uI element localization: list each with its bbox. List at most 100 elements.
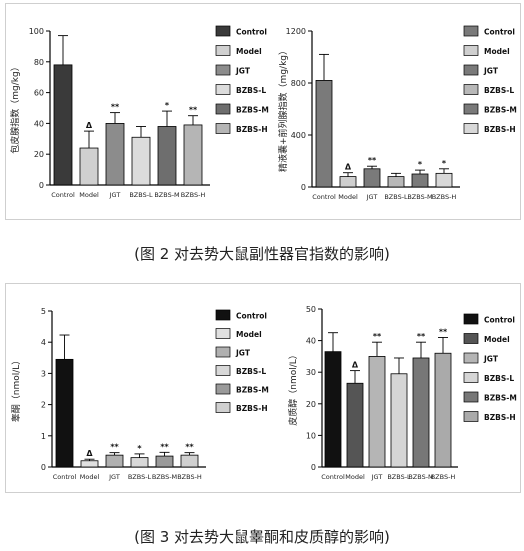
y-tick-label: 80 [34, 58, 44, 67]
legend-swatch [463, 391, 479, 403]
legend-swatch [463, 372, 479, 383]
legend-swatch [463, 103, 479, 115]
fig3-panel: 0 1 2 3 4 5 睾酮（nmol/L） Control Δ Model ** JGT * BZBS-… [5, 283, 521, 493]
significance-mark: ** [160, 442, 169, 451]
legend-label: BZBS-L [484, 374, 514, 383]
legend-label: BZBS-H [236, 404, 268, 413]
significance-mark: ** [373, 332, 382, 341]
legend-swatch [463, 45, 479, 56]
y-tick-label: 5 [41, 307, 46, 316]
bar [105, 123, 125, 186]
bar [180, 454, 199, 468]
x-tick-label: Model [79, 191, 99, 199]
y-tick-label: 50 [306, 305, 316, 314]
legend-label: Model [484, 335, 510, 344]
y-tick-label: 20 [306, 400, 316, 409]
legend-swatch [215, 25, 231, 37]
legend-label: JGT [235, 67, 251, 76]
legend-swatch [215, 123, 231, 134]
bar [105, 454, 124, 468]
x-tick-label: Model [345, 473, 365, 481]
fig2-panel: 0 20 40 60 80 100 包皮腺指数（mg/kg） Control Δ Model ** J… [5, 3, 521, 220]
significance-mark: Δ [352, 361, 359, 370]
legend-label: JGT [483, 355, 499, 364]
y-tick-label: 2 [41, 401, 46, 410]
legend-swatch [215, 383, 231, 395]
significance-mark: * [418, 160, 423, 169]
x-tick-label: BZBS-L [384, 193, 408, 201]
bar [346, 382, 364, 468]
y-axis-label: 精液囊+前列腺指数（mg/kg） [277, 46, 289, 172]
legend-swatch [463, 84, 479, 95]
legend-label: JGT [483, 67, 499, 76]
significance-mark: * [165, 101, 170, 110]
legend-label: BZBS-L [236, 86, 266, 95]
y-tick-label: 100 [29, 27, 44, 36]
legend-swatch [463, 333, 479, 344]
x-tick-label: BZBS-M [154, 191, 179, 199]
y-tick-label: 0 [39, 181, 44, 190]
legend-label: JGT [235, 349, 251, 358]
legend-label: Model [236, 330, 262, 339]
y-tick-label: 40 [306, 337, 316, 346]
bar [368, 356, 386, 468]
legend-swatch [215, 103, 231, 115]
bar [324, 351, 342, 468]
bar [315, 80, 333, 188]
significance-mark: ** [185, 443, 194, 452]
y-tick-label: 800 [291, 79, 306, 88]
legend-swatch [463, 25, 479, 37]
x-tick-label: Model [80, 473, 100, 481]
y-tick-label: 0 [301, 183, 306, 192]
legend-swatch [215, 64, 231, 76]
x-tick-label: Control [321, 473, 345, 481]
legend-swatch [463, 64, 479, 76]
x-tick-label: JGT [366, 193, 378, 201]
y-axis-label: 睾酮（nmol/L） [10, 356, 22, 423]
chart-testosterone: 0 1 2 3 4 5 睾酮（nmol/L） Control Δ Model ** JGT * BZBS-… [10, 307, 269, 481]
bar [435, 172, 453, 188]
significance-mark: ** [189, 106, 198, 115]
legend-label: Control [484, 28, 515, 37]
legend-label: Control [236, 28, 267, 37]
x-tick-label: Control [51, 191, 75, 199]
x-tick-label: BZBS-L [387, 473, 411, 481]
bar [80, 460, 99, 468]
legend-swatch [215, 45, 231, 56]
y-tick-label: 1 [41, 432, 46, 441]
legend-label: BZBS-M [484, 106, 517, 115]
legend-swatch [215, 84, 231, 95]
legend-swatch [215, 365, 231, 376]
bar [434, 352, 452, 468]
legend-swatch [463, 313, 479, 325]
significance-mark: ** [439, 327, 448, 336]
bar [412, 357, 430, 468]
x-tick-label: JGT [109, 191, 121, 199]
bar [183, 124, 203, 186]
bar [130, 457, 149, 468]
legend-label: BZBS-H [484, 125, 516, 134]
bar [155, 455, 174, 468]
bar [363, 168, 381, 188]
legend-swatch [215, 328, 231, 339]
x-tick-label: BZBS-M [407, 193, 432, 201]
legend-swatch [215, 309, 231, 321]
bar [387, 176, 405, 188]
y-tick-label: 3 [41, 369, 46, 378]
chart-cortisol: 0 10 20 30 40 50 皮质醇（nmol/L） Control Δ Model ** JGT… [287, 305, 517, 481]
chart-preputial-index: 0 20 40 60 80 100 包皮腺指数（mg/kg） Control Δ Model ** J… [9, 25, 269, 199]
y-tick-label: 20 [34, 150, 44, 159]
x-tick-label: BZBS-L [129, 191, 153, 199]
y-axis-label: 包皮腺指数（mg/kg） [9, 62, 21, 153]
bar [411, 173, 429, 188]
legend-label: Model [484, 47, 510, 56]
bar [390, 373, 408, 468]
legend-swatch [215, 402, 231, 413]
bar [339, 176, 357, 188]
x-tick-label: BZBS-M [408, 473, 433, 481]
legend-label: Model [236, 47, 262, 56]
legend-label: BZBS-L [236, 367, 266, 376]
y-axis-label: 皮质醇（nmol/L） [287, 350, 299, 426]
legend-swatch [463, 123, 479, 134]
x-tick-label: BZBS-H [177, 473, 202, 481]
